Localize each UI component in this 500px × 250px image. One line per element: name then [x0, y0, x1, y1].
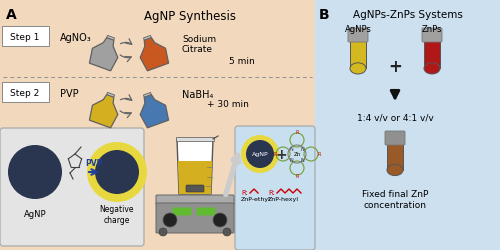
- FancyBboxPatch shape: [186, 185, 204, 192]
- FancyBboxPatch shape: [387, 142, 403, 170]
- FancyBboxPatch shape: [348, 29, 368, 43]
- FancyBboxPatch shape: [235, 126, 315, 250]
- Text: Step 1: Step 1: [10, 33, 40, 42]
- Circle shape: [95, 150, 139, 194]
- Circle shape: [8, 146, 62, 199]
- Text: AgNO₃: AgNO₃: [60, 33, 92, 43]
- Text: Step 2: Step 2: [10, 89, 40, 98]
- Ellipse shape: [424, 64, 440, 75]
- Polygon shape: [178, 161, 212, 194]
- FancyBboxPatch shape: [2, 83, 49, 102]
- Text: ZnP-ethyl: ZnP-ethyl: [241, 197, 271, 202]
- FancyBboxPatch shape: [0, 128, 144, 246]
- Circle shape: [241, 136, 279, 173]
- Bar: [0, 0, 315, 250]
- Text: + 30 min: + 30 min: [207, 100, 249, 109]
- FancyBboxPatch shape: [385, 132, 405, 145]
- Bar: [315, 0, 500, 250]
- Polygon shape: [106, 36, 114, 41]
- Text: Negative
charge: Negative charge: [100, 204, 134, 224]
- Text: Fixed final ZnP
concentration: Fixed final ZnP concentration: [362, 190, 428, 209]
- Circle shape: [87, 142, 147, 202]
- FancyBboxPatch shape: [2, 27, 49, 47]
- Text: 1:4 v/v or 4:1 v/v: 1:4 v/v or 4:1 v/v: [356, 113, 434, 122]
- Text: R: R: [274, 152, 276, 157]
- Text: 5 min: 5 min: [229, 57, 255, 66]
- Text: N: N: [290, 146, 293, 151]
- Text: AgNPs: AgNPs: [344, 25, 372, 34]
- Text: AgNP: AgNP: [24, 210, 46, 219]
- FancyBboxPatch shape: [176, 138, 214, 141]
- Text: Zn: Zn: [294, 152, 300, 157]
- Text: AgNPs-ZnPs Systems: AgNPs-ZnPs Systems: [353, 10, 463, 20]
- Polygon shape: [140, 95, 168, 128]
- Polygon shape: [90, 38, 118, 72]
- Text: NaBH₄: NaBH₄: [182, 90, 214, 100]
- Text: R:: R:: [241, 189, 248, 195]
- FancyBboxPatch shape: [424, 40, 440, 69]
- Text: R: R: [296, 130, 298, 135]
- Text: Sodium
Citrate: Sodium Citrate: [182, 35, 216, 54]
- Ellipse shape: [350, 64, 366, 75]
- Polygon shape: [140, 38, 168, 72]
- Text: AgNP Synthesis: AgNP Synthesis: [144, 10, 236, 23]
- FancyBboxPatch shape: [422, 29, 442, 43]
- Text: R:: R:: [268, 189, 275, 195]
- Text: +: +: [275, 148, 287, 161]
- Text: N: N: [290, 158, 293, 162]
- Polygon shape: [90, 95, 118, 128]
- FancyBboxPatch shape: [350, 40, 366, 69]
- Text: AgNP: AgNP: [252, 152, 268, 157]
- FancyBboxPatch shape: [196, 208, 216, 216]
- Polygon shape: [144, 36, 152, 41]
- Text: N: N: [301, 158, 304, 162]
- Text: PVP: PVP: [60, 89, 78, 99]
- Text: PVP: PVP: [86, 158, 102, 167]
- Polygon shape: [177, 140, 213, 194]
- Circle shape: [163, 213, 177, 227]
- FancyBboxPatch shape: [156, 195, 234, 205]
- Ellipse shape: [387, 165, 403, 176]
- Text: ZnP-hexyl: ZnP-hexyl: [268, 197, 299, 202]
- Text: ZnPs: ZnPs: [422, 25, 442, 34]
- Circle shape: [246, 140, 274, 168]
- Circle shape: [223, 228, 231, 236]
- FancyBboxPatch shape: [156, 203, 234, 233]
- Text: +: +: [388, 58, 402, 76]
- FancyBboxPatch shape: [172, 208, 192, 216]
- Polygon shape: [144, 93, 152, 98]
- Text: R: R: [296, 174, 298, 179]
- Polygon shape: [106, 93, 114, 98]
- Circle shape: [159, 228, 167, 236]
- Text: B: B: [319, 8, 330, 22]
- Text: N: N: [301, 146, 304, 151]
- Text: A: A: [6, 8, 17, 22]
- Text: R: R: [318, 152, 320, 157]
- Circle shape: [213, 213, 227, 227]
